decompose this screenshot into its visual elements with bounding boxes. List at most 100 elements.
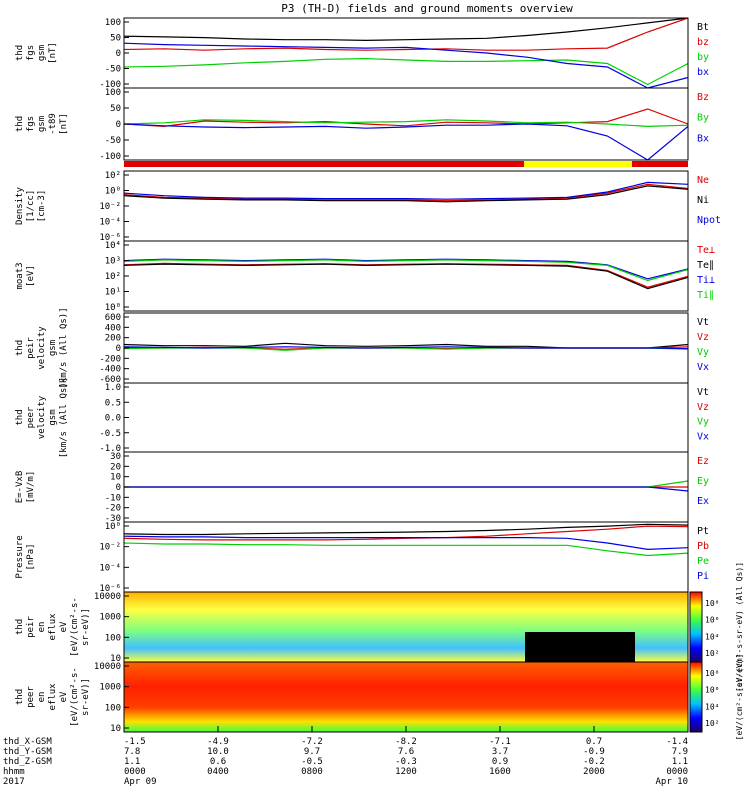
y-tick-label: 10 [110, 724, 121, 734]
panel-2: Bz By Bx 100 50 0 -50 -100 thd fgs gsm -t89 [nT] [15, 87, 709, 162]
y-axis-label: peer [26, 406, 36, 428]
y-axis-label: E=-VxB [15, 471, 25, 504]
y-axis-label: gsm [48, 409, 58, 425]
y-axis-label: gsm [48, 340, 58, 356]
mode-bar-segment [524, 161, 632, 167]
y-tick-label: 1000 [99, 613, 121, 623]
x-axis-labels: thd_X-GSMthd_Y-GSMthd_Z-GSMhhmm2017-1.57… [3, 726, 689, 787]
y-tick-label: 10⁻⁶ [99, 584, 121, 594]
y-tick-label: 30 [110, 452, 121, 462]
series-line-Npot [123, 181, 689, 200]
x-tick-label: -7.1 [489, 737, 511, 747]
y-tick-label: 10 [110, 654, 121, 664]
x-tick-label: Apr 10 [655, 777, 688, 787]
y-tick-label: -200 [99, 354, 121, 364]
y-axis-label: peir [26, 616, 36, 638]
y-tick-label: 10¹ [105, 288, 121, 298]
series-line-bx [123, 42, 689, 89]
y-tick-label: 10² [105, 171, 121, 181]
y-axis-label: thd [15, 409, 25, 425]
y-axis-label: gsm [37, 45, 47, 61]
series-line-Bz [123, 108, 689, 128]
x-row-label: thd_Y-GSM [3, 747, 52, 757]
x-tick-label: -8.2 [395, 737, 417, 747]
mode-bar [124, 161, 688, 167]
x-tick-label: 9.7 [304, 747, 320, 757]
panel-6: Vt Vz Vy Vx 1.0 0.5 0.0 -0.5 -1.0 thd peer velocity… [15, 377, 709, 458]
legend-entry: Vt [697, 317, 709, 328]
y-tick-label: -100 [99, 152, 121, 162]
legend-entry: Vy [697, 347, 709, 358]
y-tick-label: 10⁰ [105, 522, 121, 532]
legend-entry: Bt [697, 22, 709, 33]
colorbar-tick-label: 10⁴ [705, 632, 719, 641]
series-line-Vx [123, 346, 689, 350]
y-tick-label: -50 [105, 65, 121, 75]
y-tick-label: 0.5 [105, 398, 121, 408]
series-line-Ex [124, 486, 689, 492]
legend-entry: bz [697, 37, 709, 48]
x-tick-label: 7.8 [124, 747, 140, 757]
x-tick-label: Apr 09 [124, 777, 157, 787]
y-axis-label: thd [15, 340, 25, 356]
legend-entry: Ey [697, 476, 709, 487]
series-line-Pe [123, 542, 689, 557]
series-line-Te⊥ [123, 262, 689, 288]
y-tick-label: 0 [116, 344, 121, 354]
spectrogram-gap [525, 632, 635, 662]
y-axis-label: -t89 [48, 113, 58, 135]
series-line-Pt [123, 523, 689, 536]
y-tick-label: 10⁰ [105, 187, 121, 197]
y-axis-label: peer [26, 686, 36, 708]
legend-entry: Te∥ [697, 260, 714, 271]
y-axis-label: sr-eV)] [81, 608, 91, 646]
y-tick-label: -100 [99, 80, 121, 90]
legend-entry: Vy [697, 417, 709, 428]
y-tick-label: 10⁻² [99, 543, 121, 553]
legend-entry: Te⊥ [697, 245, 715, 256]
legend-entry: Vz [697, 332, 709, 343]
x-tick-label: 3.7 [492, 747, 508, 757]
series-line-Ti⊥ [123, 258, 689, 280]
x-tick-label: 7.9 [672, 747, 688, 757]
y-axis-label: Density [15, 186, 25, 225]
legend-entry: Pb [697, 541, 709, 552]
y-axis-label: [km/s (All Qs)] [59, 377, 69, 458]
y-tick-label: -1.0 [99, 444, 121, 454]
y-tick-label: 400 [105, 323, 121, 333]
x-tick-label: 0.9 [492, 757, 508, 767]
series-line-Te∥ [123, 263, 689, 290]
series-line-Ne [123, 183, 689, 202]
x-tick-label: -1.5 [124, 737, 146, 747]
series-line-Ti∥ [123, 259, 689, 282]
legend-entry: Pe [697, 556, 709, 567]
y-tick-label: 10⁴ [105, 241, 121, 251]
x-tick-label: 1.1 [124, 757, 140, 767]
series-line-by [123, 57, 689, 86]
legend-entry: Vt [697, 387, 709, 398]
x-tick-label: 7.6 [398, 747, 414, 757]
colorbar-tick-label: 10⁶ [705, 616, 719, 625]
colorbar-label: [eV/(cm²-s-sr-eV)] [735, 654, 744, 741]
y-axis-label: [mV/m] [26, 471, 36, 504]
y-axis-label: [nT] [59, 113, 69, 135]
y-tick-label: 10 [110, 473, 121, 483]
y-axis-label: eflux [48, 613, 58, 641]
x-row-label: 2017 [3, 777, 25, 787]
y-tick-label: 100 [105, 703, 121, 713]
y-axis-label: Pressure [15, 535, 25, 578]
x-tick-label: -7.2 [301, 737, 323, 747]
series-line-By [123, 119, 689, 128]
y-tick-label: 100 [105, 88, 121, 98]
legend-entry: Ex [697, 496, 709, 507]
legend-entry: Pt [697, 526, 709, 537]
y-tick-label: 200 [105, 334, 121, 344]
series-line-Pb [123, 525, 689, 541]
panel-3: Ne Ni Npot 10² 10⁰ 10⁻² 10⁻⁴ 10⁻⁶ Density [1/cc][… [15, 170, 721, 243]
y-tick-label: -20 [105, 504, 121, 514]
series-line-bz [123, 17, 689, 51]
mode-bar-segment [632, 161, 688, 167]
y-axis-label: fgs [26, 116, 36, 132]
